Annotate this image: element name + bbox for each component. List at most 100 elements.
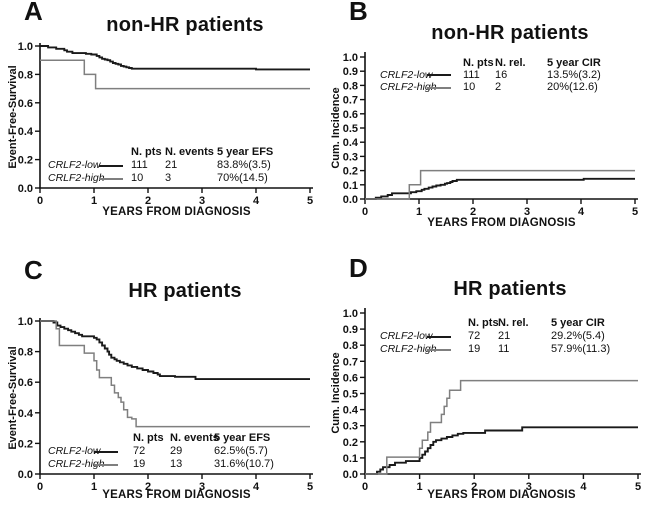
y-tick-label: 0.2 [18,155,33,167]
x-tick-label: 5 [307,481,313,493]
x-tick-label: 4 [578,206,585,218]
x-tick-label: 5 [635,481,641,493]
series-swatch [97,159,131,172]
y-tick-label: 0.8 [343,340,358,352]
x-tick-label: 3 [199,195,205,207]
y-tick-label: 0.0 [18,469,33,481]
y-tick-label: 0.0 [18,183,33,195]
y-tick-label: 0.1 [343,453,358,465]
x-tick-label: 4 [253,481,260,493]
x-tick-label: 0 [37,195,43,207]
x-tick-label: 1 [417,481,423,493]
panel-b: 0.0 0.1 0.2 0.3 0.4 0.5 0.6 0.7 0.8 0.9 1.0 0 1 2 3 4 5 … [325,0,650,253]
legend-spacer [48,432,92,445]
legend-spacer [425,317,468,330]
legend-header: 5 year CIR [551,317,605,329]
km-plot-svg-c: 0.0 0.2 0.4 0.6 0.8 1.0 0 1 2 3 4 5 [18,316,313,493]
legend-value: 20%(12.6) [547,81,598,94]
panel-label: C [24,255,43,285]
x-tick-label: 3 [199,481,205,493]
legend-value: 72 [133,445,146,457]
y-tick-label: 0.8 [18,69,33,81]
legend-spacer [48,146,97,159]
x-tick-label: 2 [145,481,151,493]
legend-header: 5 year CIR [547,57,601,69]
legend-spacer [425,57,463,69]
km-curve-crlf2-low [40,45,310,71]
legend-header: N. pts [131,146,162,158]
legend-value: 3 [165,172,172,184]
legend-value: 111 [131,159,148,171]
km-curve-crlf2-high [40,320,310,428]
series-swatch [92,445,133,458]
legend-table: N. pts N. events 5 year EFS CRLF2-low 72… [48,432,274,471]
y-tick-label: 1.0 [18,41,33,53]
x-axis-label: YEARS FROM DIAGNOSIS [102,206,251,218]
y-tick-label: 0.4 [343,405,359,417]
panel-title: non-HR patients [106,14,264,36]
km-plot-svg-a: 0.0 0.2 0.4 0.6 0.8 1.0 0 1 2 3 4 5 [18,41,313,207]
y-tick-label: 0.8 [18,347,33,359]
legend-value: 2 [495,81,502,94]
series-name: CRLF2-high [48,458,105,470]
legend-value: 13 [170,458,183,470]
x-tick-label: 0 [362,206,368,218]
legend-table: N. pts N. rel. 5 year CIR CRLF2-low 72 2… [380,317,610,356]
panel-d: 0.0 0.1 0.2 0.3 0.4 0.5 0.6 0.7 0.8 0.9 1.0 0 1 2 3 4 5 … [325,253,650,506]
y-tick-label: 0.6 [18,98,33,110]
x-tick-label: 2 [145,195,151,207]
y-axis-label: Cum. Incidence [330,87,342,169]
x-tick-label: 4 [253,195,260,207]
y-tick-label: 0.7 [343,356,358,368]
series-swatch [92,458,133,471]
y-tick-label: 0.8 [343,80,358,92]
panel-title: non-HR patients [431,22,589,44]
panel-title: HR patients [128,280,242,302]
x-tick-label: 1 [416,206,422,218]
legend-table: N. pts N. events 5 year EFS CRLF2-low 11… [48,146,273,185]
km-curve-crlf2-low [365,177,635,200]
x-tick-label: 3 [526,481,532,493]
legend-value: 19 [133,458,146,470]
legend-value: 29.2%(5.4) [551,330,605,342]
legend-value: 10 [463,81,476,94]
panel-label: B [349,0,368,26]
legend-header: N. pts [133,432,164,444]
series-swatch [425,69,463,81]
legend-value: 29 [170,445,183,457]
y-tick-label: 0.3 [343,151,358,163]
panel-c: 0.0 0.2 0.4 0.6 0.8 1.0 0 1 2 3 4 5 C HR patients E… [0,253,325,506]
legend-value: 10 [131,172,144,184]
legend-header: N. rel. [498,317,529,329]
series-name: CRLF2-high [380,81,437,94]
line-swatch [427,348,451,351]
x-tick-label: 0 [362,481,368,493]
legend-header: N. pts [463,57,494,69]
y-tick-label: 0.0 [343,469,358,481]
panel-title: HR patients [453,278,567,300]
y-tick-label: 0.4 [343,137,359,149]
y-tick-label: 0.7 [343,95,358,107]
series-swatch [425,343,468,356]
x-tick-label: 1 [91,195,97,207]
legend-value: 16 [495,69,508,82]
x-tick-label: 2 [471,481,477,493]
y-tick-label: 0.6 [18,377,33,389]
y-axis-label: Event-Free-Survival [7,65,19,169]
series-swatch [425,330,468,343]
legend-value: 72 [468,330,481,342]
legend-value: 21 [498,330,511,342]
y-tick-label: 0.1 [343,180,358,192]
legend-header: N. pts [468,317,499,329]
km-curve-crlf2-high [40,59,310,90]
x-tick-label: 0 [37,481,43,493]
series-name: CRLF2-high [48,172,105,184]
x-tick-label: 5 [632,206,638,218]
km-curve-crlf2-high [365,169,635,200]
line-swatch [94,463,118,466]
y-tick-label: 0.3 [343,421,358,433]
y-tick-label: 0.2 [343,166,358,178]
panel-label: D [349,253,368,283]
x-tick-label: 1 [91,481,97,493]
